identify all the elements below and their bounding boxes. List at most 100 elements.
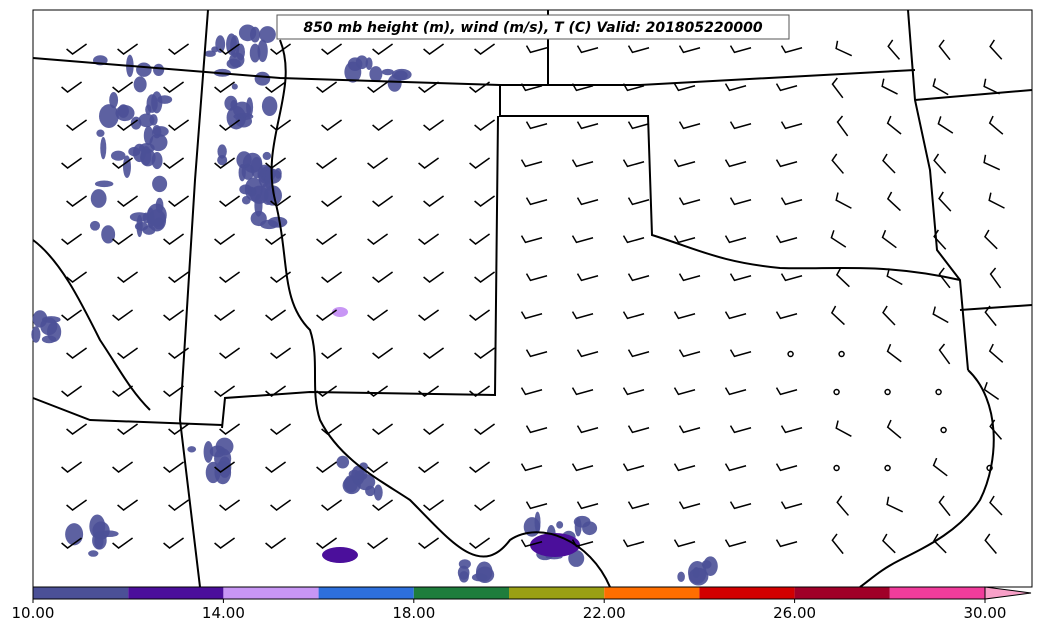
wind-barb <box>168 119 190 131</box>
wind-barb <box>265 385 287 397</box>
wind-barb <box>831 533 844 555</box>
precip-blob <box>356 473 376 491</box>
wind-barb <box>423 271 445 283</box>
wind-barb <box>525 45 548 54</box>
precip-blob <box>342 476 361 495</box>
wind-barb <box>627 45 650 54</box>
precip-blob <box>556 521 564 529</box>
wind-barb <box>61 81 83 93</box>
wind-barb <box>571 159 594 168</box>
wind-barb <box>219 43 241 55</box>
precip-blob <box>387 74 402 92</box>
precip-blob <box>261 96 278 117</box>
precip-blob <box>41 335 57 344</box>
wind-barb <box>729 273 752 282</box>
wind-barb <box>627 273 650 282</box>
wind-barb <box>474 423 496 435</box>
wind-barb <box>780 121 803 130</box>
wind-barb <box>780 273 803 282</box>
wind-barb <box>372 271 394 283</box>
wind-barb <box>423 43 445 55</box>
wind-barb <box>831 77 844 99</box>
wind-barb <box>112 233 134 245</box>
wind-barb <box>780 197 803 206</box>
wind-barb <box>474 43 496 55</box>
wind-barb <box>163 385 185 397</box>
wind-barb <box>678 45 701 54</box>
wind-barb <box>112 537 134 549</box>
colorbar-tick-label: 22.00 <box>583 604 626 622</box>
wind-barb <box>321 119 343 131</box>
colorbar-tick-label: 30.00 <box>964 604 1007 622</box>
precip-blob <box>677 571 685 582</box>
wind-barb <box>469 157 491 169</box>
river-border <box>270 39 611 588</box>
wind-barb <box>780 45 803 54</box>
precip-core <box>322 547 358 563</box>
colorbar-segment <box>223 587 319 599</box>
wind-barb <box>66 195 88 207</box>
wind-barb <box>882 153 896 174</box>
wind-barb <box>729 45 752 54</box>
wind-barb <box>418 461 440 473</box>
colorbar-outline <box>32 586 985 600</box>
wind-barb <box>61 157 83 169</box>
wind-barb <box>881 78 898 95</box>
wind-barb <box>214 537 236 549</box>
wind-barb <box>418 385 440 397</box>
wind-barb <box>372 119 394 131</box>
wind-barb <box>678 121 701 130</box>
wind-barb <box>886 419 902 439</box>
precip-blob <box>692 566 700 579</box>
wind-barb <box>571 387 594 396</box>
precip-blob <box>143 125 154 146</box>
wind-barb <box>474 499 496 511</box>
wind-barb <box>265 461 287 473</box>
wind-barb <box>724 539 747 548</box>
wind-barb <box>469 385 491 397</box>
colorbar-tick-label: 26.00 <box>773 604 816 622</box>
precip-blob <box>96 129 105 137</box>
colorbar-extend <box>984 586 1032 600</box>
wind-barb <box>112 385 134 397</box>
wind-barb <box>61 233 83 245</box>
wind-barb <box>775 159 798 168</box>
wind-barb <box>938 39 951 61</box>
border <box>221 115 499 429</box>
precip-blob <box>365 57 373 71</box>
wind-barb <box>117 195 139 207</box>
wind-barb <box>724 463 747 472</box>
wind-barb <box>367 233 389 245</box>
wind-barb <box>117 347 139 359</box>
wind-barb <box>367 157 389 169</box>
precip-blob <box>238 163 246 182</box>
precip-blob <box>123 155 131 179</box>
wind-barb <box>835 420 852 437</box>
border <box>32 239 151 411</box>
wind-barb <box>525 121 548 130</box>
wind-barb <box>66 119 88 131</box>
wind-barb <box>933 153 947 174</box>
wind-barb <box>830 305 845 326</box>
wind-barb <box>117 423 139 435</box>
wind-barb <box>423 195 445 207</box>
wind-barbs <box>61 39 1005 555</box>
calm-circle <box>884 388 891 396</box>
wind-barb <box>729 425 752 434</box>
wind-barb <box>576 349 599 358</box>
precip-blob <box>262 151 272 161</box>
wind-barb <box>214 385 236 397</box>
wind-barb <box>887 39 901 60</box>
wind-barb <box>163 309 185 321</box>
wind-barb <box>724 235 747 244</box>
colorbar-segment <box>128 587 224 599</box>
wind-barb <box>886 496 904 513</box>
wind-barb <box>219 423 241 435</box>
border <box>178 9 209 588</box>
wind-barb <box>932 306 949 324</box>
wind-barb <box>219 347 241 359</box>
wind-barb <box>886 343 902 363</box>
colorbar-segment <box>604 587 700 599</box>
wind-barb <box>989 267 1002 289</box>
wind-barb <box>469 461 491 473</box>
